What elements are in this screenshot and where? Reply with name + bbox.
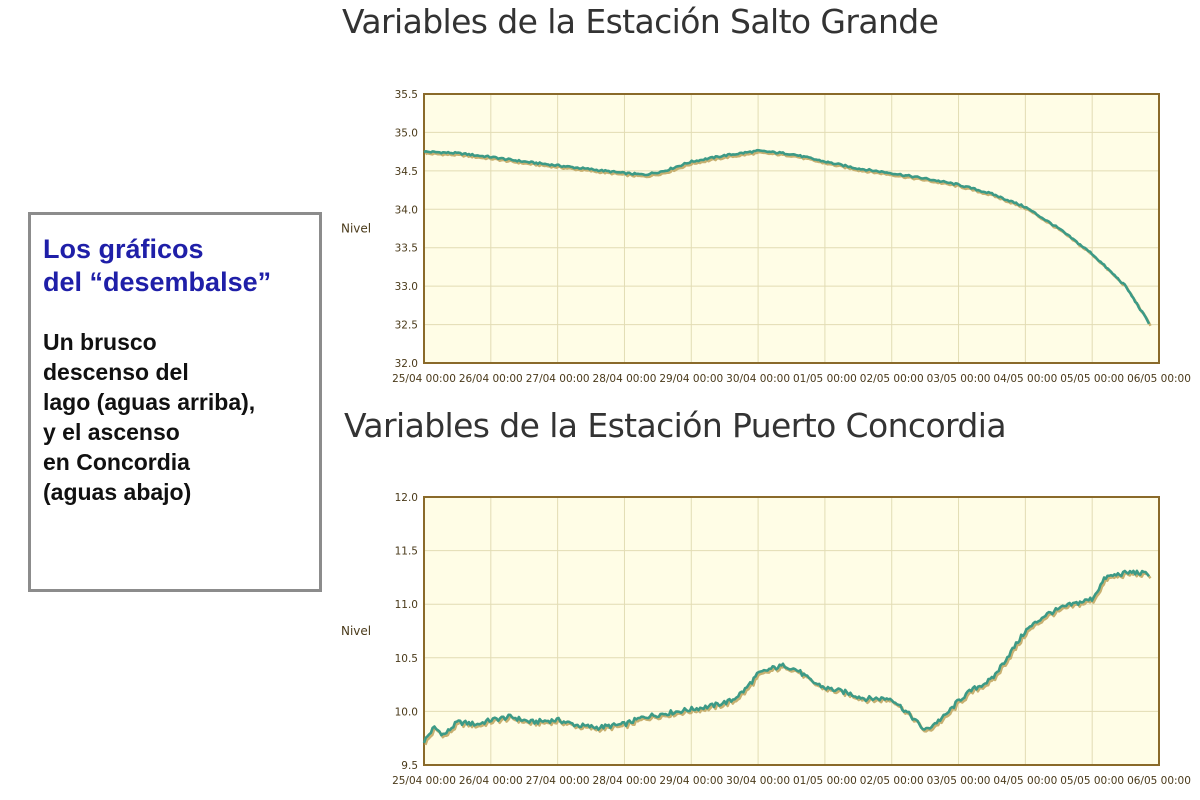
plot-area bbox=[424, 94, 1159, 363]
x-tick-label: 27/04 00:00 bbox=[526, 775, 590, 787]
chart-puerto-concordia: 9.5 10.0 10.5 11.0 11.5 12.0 25/04 00:00 26/04 … bbox=[341, 492, 1191, 787]
x-tick-label: 04/05 00:00 bbox=[993, 373, 1057, 385]
plot-area bbox=[424, 497, 1159, 765]
x-tick-label: 02/05 00:00 bbox=[860, 373, 924, 385]
x-tick-label: 25/04 00:00 bbox=[392, 373, 456, 385]
chart-title-salto-grande: Variables de la Estación Salto Grande bbox=[342, 2, 939, 41]
annotation-box: Los gráficos del “desembalse” Un brusco … bbox=[28, 212, 322, 592]
y-tick-label: 11.5 bbox=[395, 546, 418, 558]
y-tick-label: 32.5 bbox=[395, 320, 418, 332]
x-tick-label: 03/05 00:00 bbox=[927, 373, 991, 385]
x-tick-label: 03/05 00:00 bbox=[927, 775, 991, 787]
y-tick-label: 32.0 bbox=[395, 358, 418, 370]
annotation-body-line: en Concordia bbox=[43, 449, 190, 475]
plot-frame bbox=[423, 496, 1160, 766]
x-tick-label: 30/04 00:00 bbox=[726, 775, 790, 787]
y-tick-label: 10.5 bbox=[395, 653, 418, 665]
y-axis-title: Nivel bbox=[341, 624, 371, 638]
y-tick-label: 34.5 bbox=[395, 166, 418, 178]
annotation-body-line: descenso del bbox=[43, 359, 189, 385]
y-tick-label: 9.5 bbox=[401, 760, 418, 772]
annotation-body-line: lago (aguas arriba), bbox=[43, 389, 256, 415]
annotation-body: Un brusco descenso del lago (aguas arrib… bbox=[43, 327, 309, 507]
chart-salto-grande: 32.0 32.5 33.0 33.5 34.0 34.5 35.0 35.5 25/04 00… bbox=[341, 89, 1191, 385]
y-tick-label: 33.0 bbox=[395, 281, 418, 293]
annotation-heading-line: Los gráficos bbox=[43, 234, 204, 264]
x-tick-label: 29/04 00:00 bbox=[659, 775, 723, 787]
x-tick-label: 26/04 00:00 bbox=[459, 373, 523, 385]
x-tick-label: 25/04 00:00 bbox=[392, 775, 456, 787]
y-tick-label: 11.0 bbox=[395, 599, 418, 611]
y-tick-label: 35.5 bbox=[395, 89, 418, 101]
chart-title-puerto-concordia: Variables de la Estación Puerto Concordi… bbox=[344, 406, 1007, 445]
y-tick-label: 35.0 bbox=[395, 127, 418, 139]
x-tick-label: 01/05 00:00 bbox=[793, 775, 857, 787]
x-tick-label: 29/04 00:00 bbox=[659, 373, 723, 385]
annotation-body-line: y el ascenso bbox=[43, 419, 180, 445]
y-tick-label: 33.5 bbox=[395, 243, 418, 255]
y-tick-label: 12.0 bbox=[395, 492, 418, 504]
y-axis-title: Nivel bbox=[341, 222, 371, 236]
x-tick-label: 28/04 00:00 bbox=[593, 373, 657, 385]
x-tick-label: 30/04 00:00 bbox=[726, 373, 790, 385]
annotation-body-line: Un brusco bbox=[43, 329, 157, 355]
annotation-body-line: (aguas abajo) bbox=[43, 479, 192, 505]
x-tick-label: 28/04 00:00 bbox=[593, 775, 657, 787]
y-tick-label: 34.0 bbox=[395, 204, 418, 216]
x-tick-label: 04/05 00:00 bbox=[993, 775, 1057, 787]
plot-frame bbox=[423, 93, 1160, 364]
x-tick-label: 05/05 00:00 bbox=[1060, 373, 1124, 385]
x-tick-label: 27/04 00:00 bbox=[526, 373, 590, 385]
x-tick-label: 06/05 00:00 bbox=[1127, 775, 1191, 787]
x-tick-label: 26/04 00:00 bbox=[459, 775, 523, 787]
series-line-nivel bbox=[422, 569, 1151, 744]
x-tick-label: 02/05 00:00 bbox=[860, 775, 924, 787]
series-line-nivel bbox=[423, 148, 1151, 325]
annotation-heading-line: del “desembalse” bbox=[43, 267, 272, 297]
x-tick-label: 06/05 00:00 bbox=[1127, 373, 1191, 385]
x-tick-label: 05/05 00:00 bbox=[1060, 775, 1124, 787]
y-tick-label: 10.0 bbox=[395, 706, 418, 718]
annotation-heading: Los gráficos del “desembalse” bbox=[43, 233, 309, 299]
x-tick-label: 01/05 00:00 bbox=[793, 373, 857, 385]
